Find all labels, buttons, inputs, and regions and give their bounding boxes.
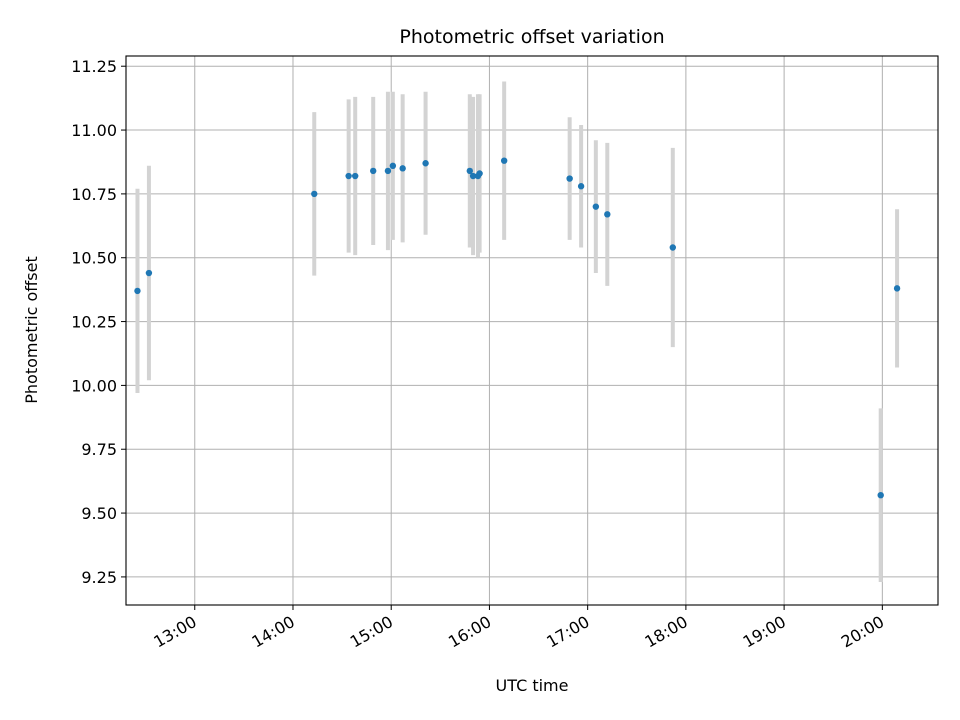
data-point	[893, 285, 901, 292]
y-tick-label: 10.25	[71, 313, 117, 332]
data-point	[566, 175, 573, 182]
data-point	[389, 162, 397, 169]
data-point	[476, 170, 483, 177]
x-tick-label: 20:00	[838, 612, 887, 652]
data-point	[669, 244, 676, 251]
data-point	[469, 172, 477, 180]
y-tick-label: 11.00	[71, 121, 117, 140]
data-point	[351, 172, 359, 180]
y-tick-label: 9.25	[81, 568, 117, 587]
data-point	[370, 167, 377, 175]
x-tick-label: 15:00	[347, 612, 396, 652]
y-tick-label: 10.00	[71, 376, 117, 395]
data-point	[466, 167, 473, 175]
x-tick-label: 16:00	[445, 612, 494, 652]
data-point	[345, 172, 352, 180]
x-tick-label: 17:00	[543, 612, 592, 652]
y-tick-label: 9.75	[81, 440, 117, 459]
x-axis-label: UTC time	[496, 676, 569, 695]
x-tick-label: 19:00	[740, 612, 789, 652]
data-point	[399, 165, 406, 172]
error-bars	[135, 81, 900, 583]
data-point	[134, 287, 141, 295]
data-point	[422, 160, 429, 167]
data-points	[134, 157, 901, 499]
plot-area-frame	[125, 55, 939, 606]
data-point	[604, 211, 611, 218]
y-axis-label: Photometric offset	[22, 256, 41, 404]
data-point	[500, 157, 508, 164]
grid	[126, 56, 938, 605]
chart-title: Photometric offset variation	[399, 26, 664, 48]
data-point	[877, 492, 884, 499]
data-point	[592, 203, 600, 210]
y-tick-label: 10.50	[71, 249, 117, 268]
y-tick-label: 9.50	[81, 504, 117, 523]
y-tick-label: 11.25	[71, 57, 117, 76]
data-point	[311, 190, 318, 198]
x-tick-label: 18:00	[641, 612, 690, 652]
data-point	[145, 269, 153, 277]
y-tick-label: 10.75	[71, 185, 117, 204]
data-point	[384, 167, 392, 175]
x-tick-label: 13:00	[150, 612, 199, 652]
x-tick-label: 14:00	[249, 612, 298, 652]
data-point	[577, 183, 585, 190]
